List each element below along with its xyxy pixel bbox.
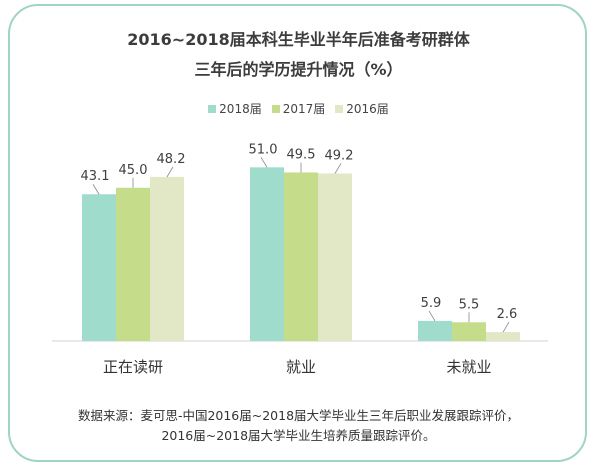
- leader-line-jiuye-2016: [334, 163, 342, 174]
- legend-item-2017: 2017届: [271, 100, 326, 117]
- legend-label-2018: 2018届: [219, 102, 262, 116]
- leader-line-kaoyan-2018: [92, 184, 100, 195]
- bar-kaoyan-2017: [116, 187, 150, 341]
- bar-weijiuye-2018: [418, 320, 452, 341]
- source-note-line2: 2016届~2018届大学毕业生培养质量跟踪评价。: [161, 428, 436, 443]
- data-label-jiuye-2018: 51.0: [249, 142, 278, 157]
- chart-title-line1: 2016~2018届本科生毕业半年后准备考研群体: [127, 30, 470, 49]
- legend-label-2017: 2017届: [282, 102, 326, 116]
- bar-kaoyan-2018: [82, 194, 116, 341]
- legend-swatch-2017: [271, 104, 280, 113]
- data-label-jiuye-2016: 49.2: [325, 148, 354, 163]
- bar-kaoyan-2016: [150, 176, 184, 341]
- category-label-kaoyan: 正在读研: [103, 358, 163, 376]
- leader-line-kaoyan-2016: [166, 166, 174, 178]
- bar-jiuye-2018: [250, 167, 284, 341]
- leader-line-jiuye-2018: [260, 157, 268, 168]
- bar-jiuye-2016: [318, 173, 352, 341]
- bar-weijiuye-2017: [452, 322, 486, 341]
- data-label-kaoyan-2017: 45.0: [119, 163, 148, 178]
- category-label-weijiuye: 未就业: [446, 358, 491, 376]
- chart-title-line2: 三年后的学历提升情况（%）: [194, 60, 403, 79]
- data-label-jiuye-2017: 49.5: [287, 147, 316, 162]
- legend-swatch-2016: [335, 104, 344, 113]
- legend: 2018届 2017届 2016届: [0, 100, 597, 117]
- data-label-kaoyan-2016: 48.2: [157, 152, 186, 167]
- data-label-weijiuye-2016: 2.6: [497, 307, 518, 322]
- legend-item-2016: 2016届: [335, 100, 389, 117]
- source-note-line1: 数据来源：麦可思-中国2016届~2018届大学毕业生三年后职业发展跟踪评价，: [77, 408, 520, 423]
- legend-swatch-2018: [208, 104, 217, 113]
- category-label-jiuye: 就业: [286, 358, 316, 376]
- data-label-weijiuye-2018: 5.9: [421, 296, 442, 311]
- leader-line-weijiuye-2018: [428, 310, 436, 322]
- data-label-weijiuye-2017: 5.5: [459, 297, 480, 312]
- legend-label-2016: 2016届: [346, 102, 389, 116]
- leader-line-weijiuye-2016: [502, 321, 510, 333]
- data-label-kaoyan-2018: 43.1: [81, 169, 110, 184]
- bar-jiuye-2017: [284, 172, 318, 341]
- legend-item-2018: 2018届: [208, 100, 262, 117]
- bar-weijiuye-2016: [486, 332, 520, 341]
